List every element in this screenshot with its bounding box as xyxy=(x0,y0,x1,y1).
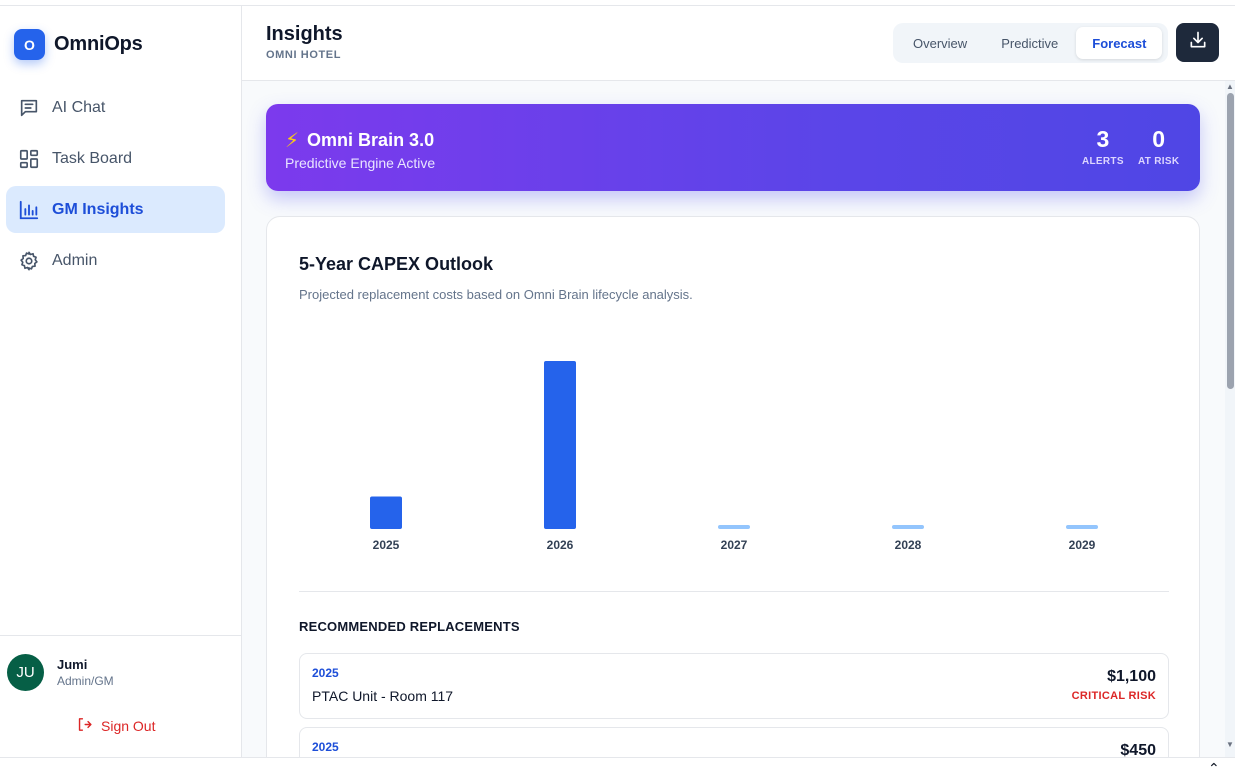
capex-bar-chart: 2025 2026 2027 2028 2029 xyxy=(370,361,1098,552)
tab-predictive[interactable]: Predictive xyxy=(1001,35,1059,51)
bottom-bar: ⌃ xyxy=(0,757,1235,777)
replacement-name: PTAC Unit - Room 117 xyxy=(312,688,454,704)
sidebar-item-label: GM Insights xyxy=(52,200,144,218)
chevron-up-icon[interactable]: ⌃ xyxy=(1208,760,1220,776)
alerts-stat: 3 ALERTS xyxy=(1082,126,1124,167)
chat-icon xyxy=(18,97,40,119)
sidebar-item-ai-chat[interactable]: AI Chat xyxy=(6,84,225,131)
brand-name: OmniOps xyxy=(54,33,143,55)
view-tabs: Overview Predictive Forecast xyxy=(893,23,1168,63)
avatar: JU xyxy=(7,654,44,691)
replacement-year: 2025 xyxy=(312,666,339,680)
replacement-cost: $450 xyxy=(1120,742,1156,759)
page-title: Insights xyxy=(266,23,343,45)
omni-brain-banner: ⚡ Omni Brain 3.0 Predictive Engine Activ… xyxy=(266,104,1200,191)
replacement-cost: $1,100 xyxy=(1107,668,1156,685)
sidebar-item-label: Admin xyxy=(52,251,98,269)
sign-out-button[interactable]: Sign Out xyxy=(76,716,155,736)
banner-subtitle: Predictive Engine Active xyxy=(285,155,436,171)
user-name: Jumi xyxy=(57,657,88,672)
property-name: OMNI HOTEL xyxy=(266,49,342,61)
sidebar-item-task-board[interactable]: Task Board xyxy=(6,135,225,182)
bar-2029[interactable] xyxy=(1066,525,1098,529)
card-title: 5-Year CAPEX Outlook xyxy=(299,254,494,274)
scroll-thumb[interactable] xyxy=(1227,93,1234,389)
user-role: Admin/GM xyxy=(57,674,114,688)
risk-badge: CRITICAL RISK xyxy=(1071,690,1156,702)
replacement-item[interactable]: 2025 PTAC Unit - Room 117 $1,100 CRITICA… xyxy=(299,653,1169,719)
x-tick-label: 2027 xyxy=(721,538,748,552)
scroll-up-icon[interactable]: ▲ xyxy=(1226,82,1234,91)
x-tick-label: 2029 xyxy=(1069,538,1096,552)
tab-forecast[interactable]: Forecast xyxy=(1076,27,1163,59)
recommended-title: RECOMMENDED REPLACEMENTS xyxy=(299,619,520,634)
divider xyxy=(299,591,1169,592)
capex-card: 5-Year CAPEX Outlook Projected replaceme… xyxy=(266,216,1200,777)
x-tick-label: 2028 xyxy=(895,538,922,552)
logout-icon xyxy=(76,716,93,736)
alerts-label: ALERTS xyxy=(1082,156,1124,167)
sidebar-footer: JU Jumi Admin/GM Sign Out xyxy=(0,635,241,757)
sidebar-item-label: Task Board xyxy=(52,149,133,167)
sign-out-label: Sign Out xyxy=(101,718,156,734)
card-subtitle: Projected replacement costs based on Omn… xyxy=(299,287,693,302)
bar-2025[interactable] xyxy=(370,496,402,529)
scrollbar[interactable]: ▲ ▼ xyxy=(1225,81,1235,757)
sidebar-nav: AI Chat Task Board GM Insights Admin xyxy=(6,84,225,288)
grid-icon xyxy=(18,148,40,170)
brand[interactable]: O OmniOps xyxy=(14,29,143,60)
banner-title: ⚡ Omni Brain 3.0 xyxy=(285,128,434,153)
x-tick-label: 2026 xyxy=(547,538,574,552)
at-risk-label: AT RISK xyxy=(1138,156,1180,167)
replacement-year: 2025 xyxy=(312,740,339,754)
alerts-count: 3 xyxy=(1096,126,1110,152)
bar-2027[interactable] xyxy=(718,525,750,529)
sidebar-item-label: AI Chat xyxy=(52,98,106,116)
banner-title-text: Omni Brain 3.0 xyxy=(307,130,435,150)
user-info: Jumi Admin/GM xyxy=(57,657,114,688)
x-tick-label: 2025 xyxy=(373,538,400,552)
sidebar-item-admin[interactable]: Admin xyxy=(6,237,225,284)
tab-overview[interactable]: Overview xyxy=(913,35,968,51)
scroll-down-icon[interactable]: ▼ xyxy=(1226,740,1234,749)
user-profile[interactable]: JU Jumi Admin/GM xyxy=(7,654,114,691)
download-button[interactable] xyxy=(1176,23,1219,62)
page-header: Insights OMNI HOTEL Overview Predictive … xyxy=(242,6,1235,81)
gear-icon xyxy=(18,250,40,272)
at-risk-stat: 0 AT RISK xyxy=(1138,126,1179,167)
replacement-item[interactable]: 2025 $450 xyxy=(299,727,1169,777)
top-edge xyxy=(0,0,1235,6)
lightning-icon: ⚡ xyxy=(285,130,300,152)
brand-logo: O xyxy=(14,29,45,60)
at-risk-count: 0 xyxy=(1152,126,1166,152)
bar-2026[interactable] xyxy=(544,361,576,529)
sidebar: O OmniOps AI Chat Task Board GM Insights xyxy=(0,6,242,757)
sidebar-item-gm-insights[interactable]: GM Insights xyxy=(6,186,225,233)
download-icon xyxy=(1188,30,1208,55)
bar-2028[interactable] xyxy=(892,525,924,529)
bar-chart-icon xyxy=(18,199,40,221)
